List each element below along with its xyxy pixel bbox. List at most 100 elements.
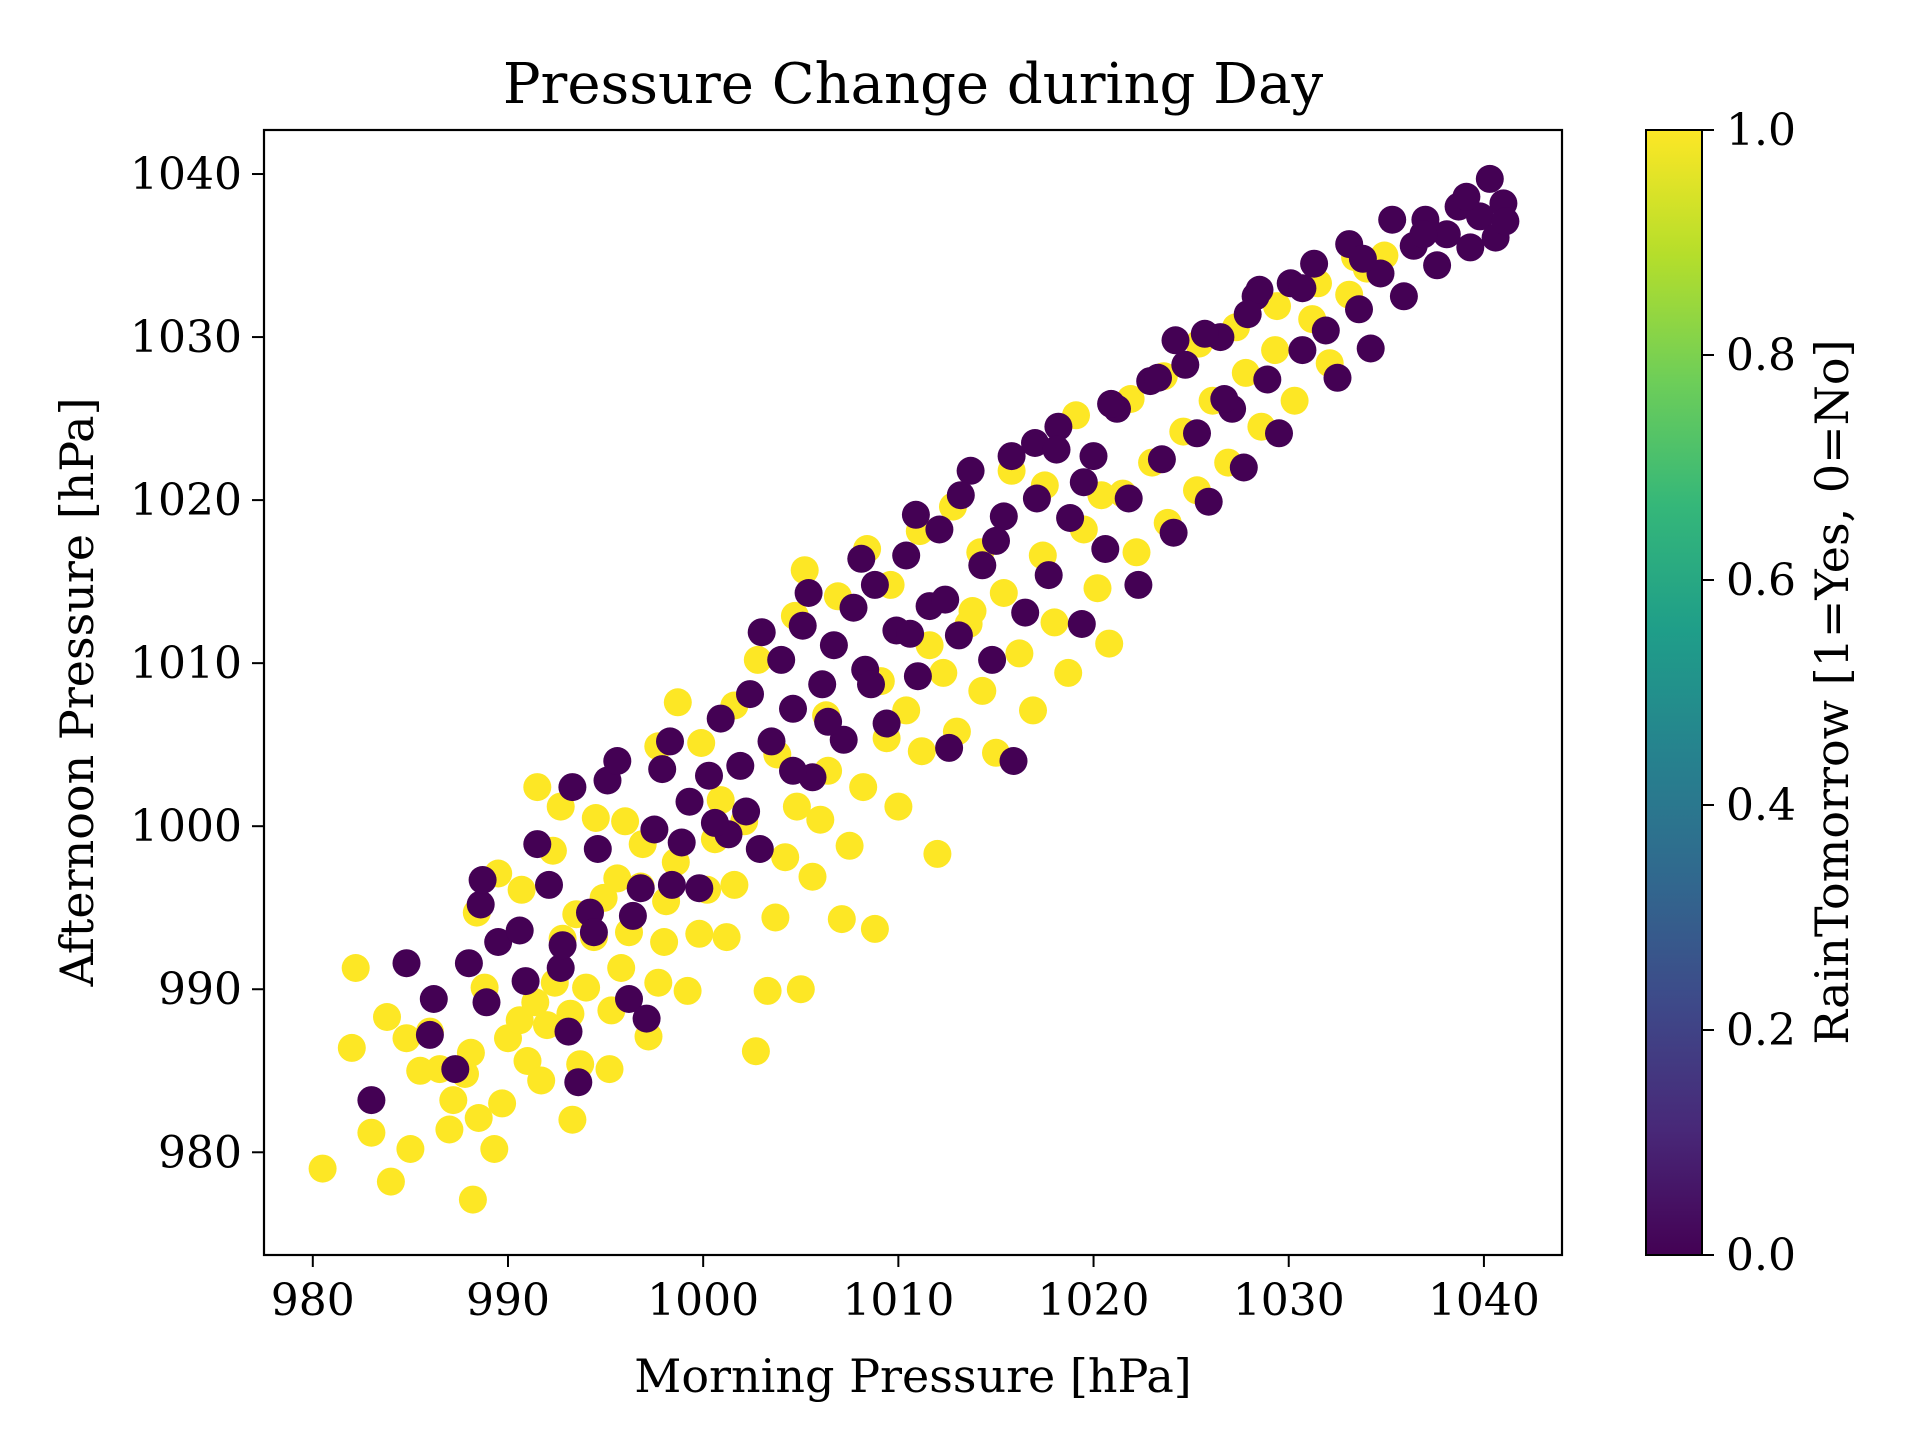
scatter-point [931, 585, 960, 614]
scatter-point [1378, 205, 1407, 234]
scatter-point [849, 773, 878, 802]
scatter-point [603, 864, 632, 893]
scatter-point [1300, 249, 1329, 278]
scatter-point [535, 870, 563, 899]
scatter-point [989, 579, 1018, 607]
scatter-point [458, 1185, 487, 1214]
scatter-point [505, 916, 534, 945]
scatter-points [308, 164, 1520, 1214]
scatter-point [396, 1135, 425, 1163]
scatter-point [1011, 598, 1040, 627]
scatter-point [558, 1105, 587, 1134]
scatter-point [1356, 334, 1385, 363]
x-tick-label: 1040 [1428, 1275, 1540, 1326]
scatter-point [929, 658, 958, 687]
scatter-point [527, 1066, 556, 1095]
scatter-point [1034, 561, 1063, 590]
scatter-point [1124, 570, 1153, 599]
scatter-point [743, 645, 772, 674]
scatter-point [997, 442, 1026, 471]
scatter-point [767, 645, 796, 674]
scatter-point [523, 830, 552, 859]
x-tick-label: 980 [271, 1275, 355, 1326]
scatter-point [480, 1135, 509, 1163]
scatter-point [1056, 504, 1085, 532]
scatter-point [1311, 316, 1340, 345]
scatter-point [341, 954, 370, 982]
scatter-point [1263, 292, 1291, 321]
colorbar [1645, 129, 1703, 1256]
colorbar-tick-label: 1.0 [1726, 105, 1796, 156]
scatter-point [1194, 487, 1223, 516]
scatter-point [745, 835, 774, 863]
scatter-point [583, 835, 612, 863]
scatter-point [1409, 220, 1438, 249]
scatter-point [989, 502, 1018, 531]
scatter-point [392, 949, 421, 978]
scatter-point [907, 737, 936, 766]
scatter-point [761, 903, 790, 932]
scatter-point [640, 815, 669, 844]
scatter-point [1095, 629, 1124, 658]
scatter-point [1022, 484, 1051, 513]
scatter-point [1054, 658, 1083, 687]
scatter-point [857, 670, 885, 699]
y-axis-label: Afternoon Pressure [hPa] [50, 397, 104, 987]
scatter-point [706, 786, 735, 815]
scatter-point [903, 662, 932, 691]
scatter-point [806, 805, 835, 834]
x-tick-label: 1010 [842, 1275, 954, 1326]
scatter-point [1210, 385, 1239, 413]
scatter-point [1253, 365, 1282, 394]
scatter-point [1040, 608, 1069, 637]
scatter-point [554, 1017, 583, 1046]
scatter-point [1348, 244, 1377, 273]
y-tick-label: 1030 [130, 312, 242, 363]
scatter-point [615, 985, 643, 1013]
scatter-point [595, 1055, 624, 1084]
scatter-point [357, 1118, 386, 1147]
scatter-point [779, 756, 807, 785]
scatter-point [308, 1154, 337, 1183]
scatter-point [782, 792, 811, 821]
scatter-point [1042, 435, 1071, 464]
scatter-point [872, 709, 901, 738]
scatter-point [884, 792, 913, 821]
scatter-point [779, 694, 807, 723]
y-tick-label: 1020 [130, 475, 242, 526]
scatter-point [376, 1167, 405, 1196]
scatter-point [675, 787, 704, 816]
scatter-point [835, 831, 864, 860]
scatter-point [546, 954, 575, 982]
scatter-point [839, 593, 868, 622]
scatter-point [798, 862, 827, 891]
scatter-point [607, 954, 636, 982]
scatter-point [1288, 336, 1317, 365]
scatter-point [935, 733, 964, 762]
scatter-point [1288, 274, 1317, 303]
scatter-point [1171, 350, 1200, 379]
scatter-point [1323, 363, 1352, 392]
scatter-point [644, 968, 673, 997]
scatter-point [1190, 319, 1219, 348]
colorbar-tick-label: 0.2 [1726, 1005, 1796, 1056]
colorbar-tick-label: 0.6 [1726, 555, 1796, 606]
scatter-point [1144, 363, 1172, 392]
scatter-point [1079, 442, 1108, 471]
scatter-point [673, 976, 702, 1005]
scatter-point [700, 808, 729, 837]
y-axis: 980 990 1000 1010 1020 1030 1040 [130, 149, 264, 1178]
scatter-point [901, 500, 930, 529]
scatter-point [788, 611, 817, 640]
scatter-point [484, 928, 513, 956]
scatter-point [1452, 182, 1481, 211]
scatter-point [1097, 389, 1126, 418]
scatter-point [1069, 468, 1098, 497]
y-tick-label: 990 [158, 964, 242, 1015]
scatter-point [1345, 295, 1373, 324]
scatter-point [1159, 518, 1188, 547]
scatter-point [435, 1115, 464, 1144]
scatter-point [827, 905, 856, 934]
scatter-point [958, 597, 987, 625]
x-axis-label: Morning Pressure [hPa] [634, 1349, 1191, 1403]
